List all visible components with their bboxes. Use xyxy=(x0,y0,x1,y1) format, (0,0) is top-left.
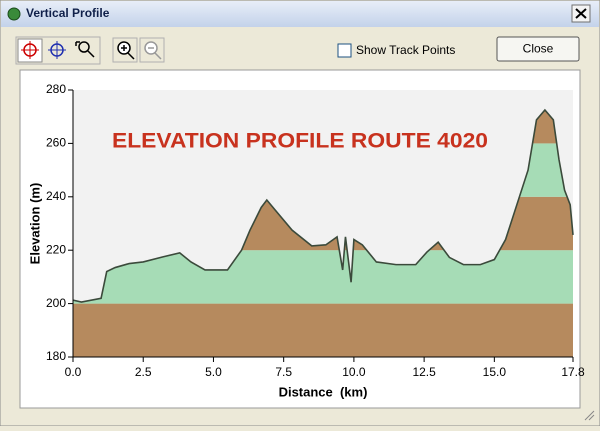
tool-icon xyxy=(78,41,90,53)
resize-grip xyxy=(584,410,595,421)
y-tick-label: 240 xyxy=(46,189,66,203)
window-title: Vertical Profile xyxy=(26,6,110,20)
app-icon xyxy=(7,7,21,21)
chart: 180 200 220 240 260 280 0.0 2.5 5.0 7.5 10.0 12.5 15… xyxy=(27,82,585,399)
checkbox-label: Show Track Points xyxy=(356,43,455,57)
x-tick-label: 15.0 xyxy=(483,365,507,379)
tool-red-cross[interactable] xyxy=(17,38,43,63)
track-points-checkbox[interactable]: Show Track Points xyxy=(337,43,455,58)
x-tick-label: 2.5 xyxy=(135,365,152,379)
y-tick-label: 180 xyxy=(46,349,66,363)
annotation: ELEVATION PROFILE ROUTE 4020 xyxy=(112,130,488,153)
tool-icon xyxy=(48,41,66,59)
tool-icon xyxy=(148,47,162,60)
x-tick-label: 0.0 xyxy=(65,365,82,379)
close-button[interactable]: Close xyxy=(496,36,580,62)
close-window-button[interactable] xyxy=(571,4,591,23)
tool-icon xyxy=(75,41,95,58)
y-axis-title: Elevation (m) xyxy=(27,183,42,265)
y-tick-label: 220 xyxy=(46,242,66,256)
checkbox-box xyxy=(337,43,352,58)
tool-icon xyxy=(21,41,39,59)
x-tick-label: 12.5 xyxy=(412,365,436,379)
title-bar xyxy=(1,1,599,27)
close-button-label: Close xyxy=(523,42,554,56)
elevation-band xyxy=(73,303,573,357)
x-tick-label: 7.5 xyxy=(275,365,292,379)
tool-zoom-in[interactable] xyxy=(112,37,138,63)
y-tick-label: 200 xyxy=(46,296,66,310)
x-axis-title: Distance (km) xyxy=(279,384,368,399)
close-button-frame xyxy=(496,36,580,62)
x-tick-label: 17.8 xyxy=(561,365,585,379)
y-tick-label: 260 xyxy=(46,136,66,150)
tool-zoom-area[interactable] xyxy=(75,41,95,58)
y-tick-label: 280 xyxy=(46,82,66,96)
tool-zoom-out[interactable] xyxy=(139,37,165,63)
profile-line xyxy=(72,108,574,303)
tool-blue-cross[interactable] xyxy=(48,41,66,59)
x-tick-label: 5.0 xyxy=(205,365,222,379)
tool-icon xyxy=(121,45,135,60)
close-x xyxy=(575,8,587,19)
x-tick-label: 10.0 xyxy=(342,365,366,379)
